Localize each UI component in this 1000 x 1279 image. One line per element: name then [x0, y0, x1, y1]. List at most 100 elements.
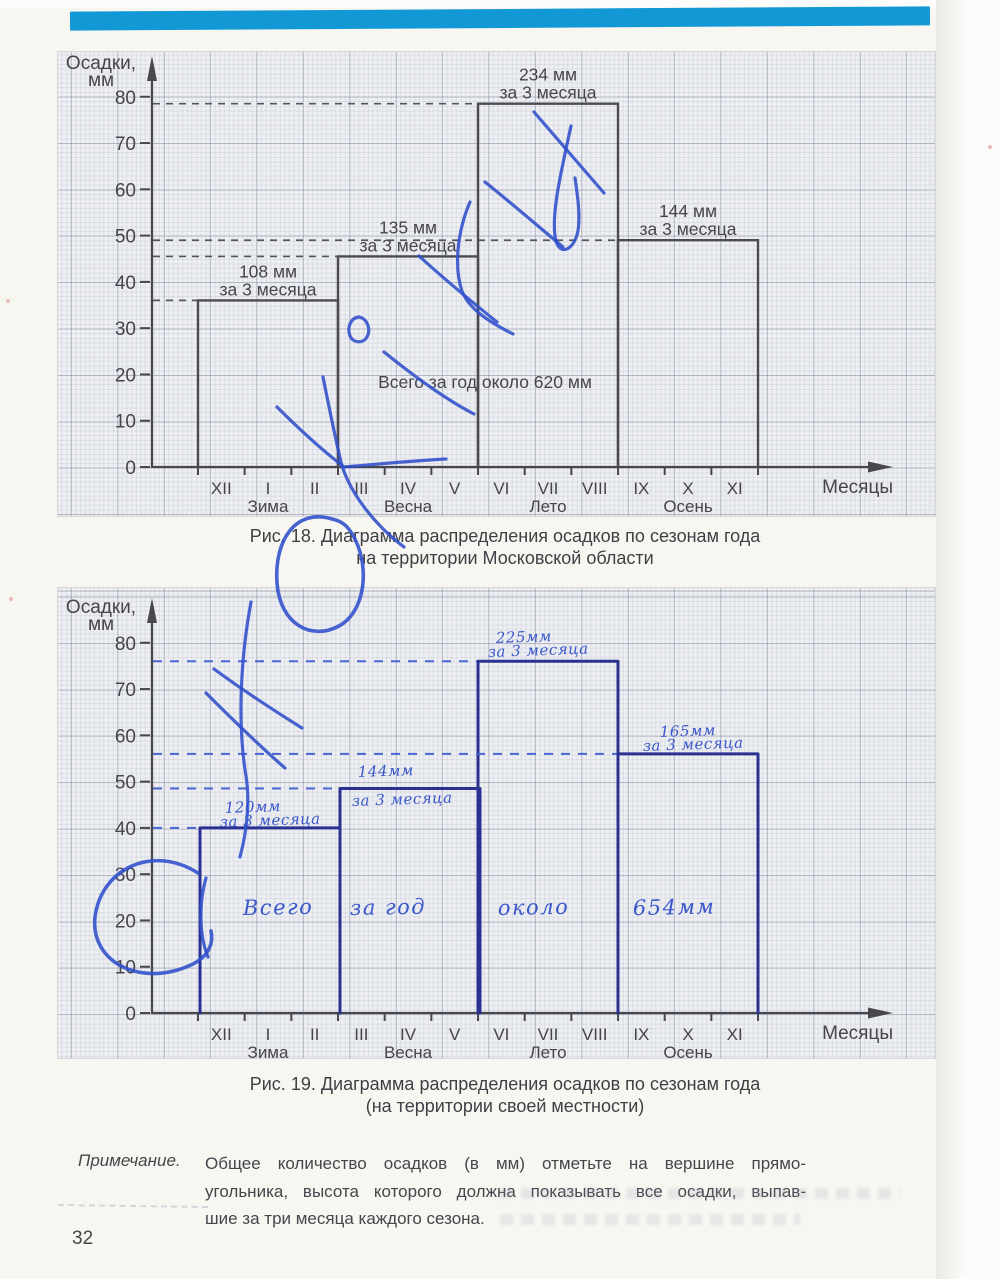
svg-text:50: 50	[115, 773, 136, 794]
scan-speck	[9, 597, 13, 601]
svg-text:VI: VI	[493, 1025, 509, 1044]
figure-19-caption-line1: Рис. 19. Диаграмма распределения осадков…	[249, 1074, 761, 1094]
svg-text:Всего за год около 620 мм: Всего за год около 620 мм	[378, 372, 592, 392]
svg-text:40: 40	[115, 819, 136, 840]
svg-text:IV: IV	[400, 479, 417, 498]
figure-18-caption: Рис. 18. Диаграмма распределения осадков…	[5, 525, 1000, 569]
svg-text:60: 60	[115, 180, 136, 201]
svg-text:IX: IX	[633, 479, 649, 498]
svg-text:80: 80	[115, 634, 136, 655]
note-line: угольника, высота которого должна показы…	[205, 1181, 806, 1201]
page-top-margin	[0, 0, 1000, 8]
svg-text:III: III	[354, 1025, 368, 1044]
page-number: 32	[72, 1228, 94, 1249]
ghost-bleed-text	[500, 1214, 800, 1225]
svg-text:XI: XI	[727, 479, 743, 498]
note-line: шие за три месяца каждого сезона.	[205, 1209, 485, 1228]
svg-text:V: V	[449, 1025, 461, 1044]
svg-text:II: II	[310, 1025, 319, 1044]
svg-text:VIII: VIII	[582, 1025, 608, 1044]
svg-text:30: 30	[115, 319, 136, 340]
svg-text:за год: за год	[350, 895, 427, 920]
svg-text:Всего: Всего	[242, 895, 314, 920]
svg-text:40: 40	[115, 273, 136, 294]
svg-text:135 мм: 135 мм	[379, 217, 437, 237]
svg-text:Месяцы: Месяцы	[822, 477, 893, 498]
figure-18-chart-panel: 0 10 20 30 40 50 60 70 80 XII I II III IV V VI VII VIII IX…	[57, 51, 936, 517]
svg-text:70: 70	[115, 134, 136, 155]
ghost-bleed-dash	[57, 1203, 209, 1209]
figure-19-chart-panel: 0 10 20 30 40 50 60 70 80 XII I II III IV V VI VII VIII IX…	[57, 587, 936, 1059]
svg-text:144 мм: 144 мм	[659, 201, 717, 221]
svg-text:за 3 месяца: за 3 месяца	[360, 235, 457, 255]
svg-text:I: I	[266, 479, 271, 498]
svg-text:225мм: 225мм	[495, 627, 553, 647]
svg-text:за 3 месяца: за 3 месяца	[220, 279, 317, 299]
svg-text:VII: VII	[538, 1025, 559, 1044]
svg-text:10: 10	[115, 958, 136, 979]
figure-19-caption: Рис. 19. Диаграмма распределения осадков…	[5, 1073, 1000, 1117]
svg-text:за 3 месяца: за 3 месяца	[220, 809, 321, 831]
svg-text:80: 80	[115, 88, 136, 109]
svg-text:Осадки,: Осадки,	[66, 597, 136, 618]
svg-text:I: I	[266, 1025, 271, 1044]
svg-text:за 3 месяца: за 3 месяца	[643, 733, 744, 755]
svg-text:0: 0	[125, 458, 136, 479]
svg-text:Осень: Осень	[663, 1043, 713, 1058]
svg-text:за 3 месяца: за 3 месяца	[500, 83, 597, 103]
svg-text:VIII: VIII	[582, 479, 608, 498]
svg-text:10: 10	[115, 412, 136, 433]
svg-text:654мм: 654мм	[633, 895, 716, 920]
svg-text:Весна: Весна	[384, 1043, 433, 1058]
svg-text:XII: XII	[211, 1025, 232, 1044]
svg-text:около: около	[498, 895, 570, 920]
svg-text:мм: мм	[88, 70, 114, 91]
svg-text:X: X	[682, 479, 693, 498]
svg-text:Весна: Весна	[384, 497, 433, 516]
svg-text:60: 60	[115, 726, 136, 747]
svg-text:VI: VI	[493, 479, 509, 498]
svg-text:мм: мм	[88, 614, 114, 635]
svg-text:X: X	[682, 1025, 693, 1044]
svg-text:IV: IV	[400, 1025, 417, 1044]
note-body: Общее количество осадков (в мм) отметьте…	[205, 1150, 806, 1233]
svg-text:Месяцы: Месяцы	[822, 1023, 893, 1044]
figure-18-caption-line1: Рис. 18. Диаграмма распределения осадков…	[249, 526, 761, 546]
scan-speck	[988, 145, 992, 149]
svg-text:Лето: Лето	[529, 497, 566, 516]
svg-text:XII: XII	[211, 479, 232, 498]
svg-text:за 3 месяца: за 3 месяца	[352, 788, 453, 810]
svg-text:III: III	[354, 479, 368, 498]
svg-text:234 мм: 234 мм	[519, 65, 577, 85]
figure-18-caption-line2: на территории Московской области	[356, 548, 654, 568]
svg-text:Осень: Осень	[663, 497, 713, 516]
note-line: Общее количество осадков (в мм) отметьте…	[205, 1154, 806, 1173]
svg-text:70: 70	[115, 680, 136, 701]
scan-speck	[6, 299, 10, 303]
svg-text:30: 30	[115, 865, 136, 886]
svg-text:IX: IX	[633, 1025, 649, 1044]
svg-text:Зима: Зима	[248, 1043, 289, 1058]
figure-19-caption-line2: (на территории своей местности)	[365, 1096, 645, 1116]
svg-text:Зима: Зима	[248, 497, 289, 516]
svg-text:XI: XI	[727, 1025, 743, 1044]
svg-text:20: 20	[115, 365, 136, 386]
top-accent-bar	[69, 6, 931, 31]
svg-text:108 мм: 108 мм	[239, 261, 297, 281]
svg-text:Лето: Лето	[529, 1043, 566, 1058]
svg-text:за 3 месяца: за 3 месяца	[640, 219, 737, 239]
note-label: Примечание.	[78, 1151, 181, 1170]
svg-text:144мм: 144мм	[358, 761, 415, 781]
svg-text:Осадки,: Осадки,	[66, 53, 136, 74]
svg-text:за 3 месяца: за 3 месяца	[488, 639, 589, 661]
svg-text:VII: VII	[538, 479, 559, 498]
svg-text:20: 20	[115, 911, 136, 932]
svg-text:50: 50	[115, 227, 136, 248]
svg-text:0: 0	[125, 1004, 136, 1025]
svg-text:II: II	[310, 479, 319, 498]
ghost-bleed-text	[500, 1188, 900, 1199]
svg-text:V: V	[449, 479, 461, 498]
